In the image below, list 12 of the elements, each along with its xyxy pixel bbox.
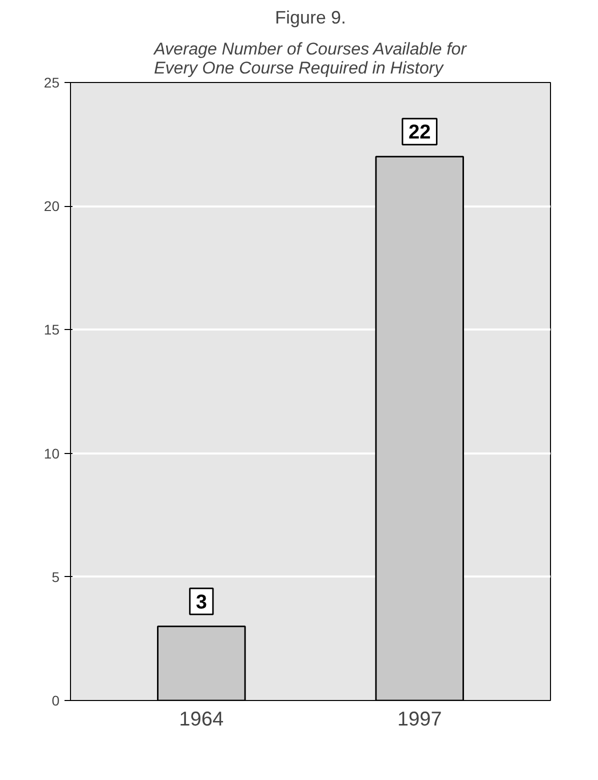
x-tick-label: 1997 — [397, 708, 442, 730]
data-label: 3 — [196, 591, 207, 614]
y-tick-label: 10 — [44, 445, 60, 462]
x-tick-label: 1964 — [179, 708, 224, 730]
chart-title: Figure 9. — [274, 8, 346, 28]
chart-subtitle: Average Number of Courses Available for Every One Course Required in History — [152, 40, 468, 78]
y-tick-label: 20 — [44, 198, 60, 214]
data-label: 22 — [408, 122, 431, 144]
y-tick-label: 0 — [52, 692, 60, 708]
y-tick-label: 25 — [44, 74, 60, 90]
y-tick-label: 15 — [44, 322, 60, 338]
y-tick-label: 5 — [52, 568, 60, 585]
